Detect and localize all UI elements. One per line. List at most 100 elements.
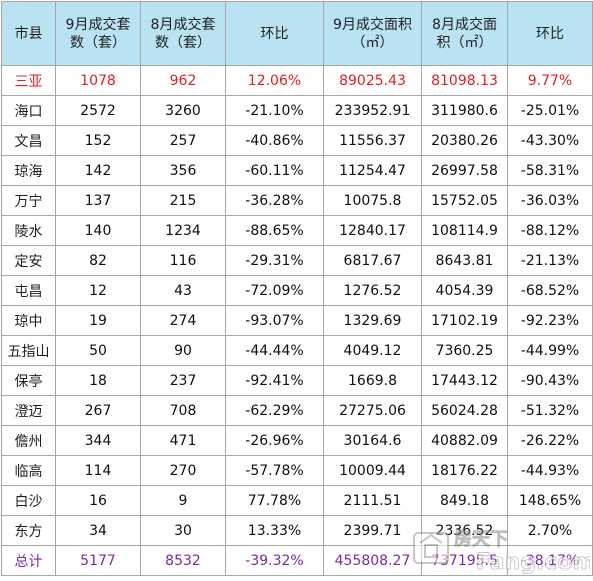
city-name-cell: 东方: [1, 515, 56, 546]
value-cell: 7360.25: [421, 335, 508, 366]
value-cell: 267: [55, 395, 141, 426]
header-line: 8月成交面: [432, 16, 497, 33]
value-cell: 455808.27: [323, 545, 422, 576]
value-cell: 43: [140, 275, 226, 306]
value-cell: 16: [55, 485, 141, 516]
table-body: 三亚 1078 962 12.06% 89025.43 81098.13 9.77% 海口 25…: [1, 65, 593, 576]
city-name-cell: 文昌: [1, 125, 56, 156]
value-cell: 215: [140, 185, 226, 216]
value-cell: 8532: [140, 545, 226, 576]
value-cell: -29.31%: [225, 245, 324, 276]
value-cell: -88.12%: [507, 215, 593, 246]
value-cell: 114: [55, 455, 141, 486]
table-row: 海口 2572 3260 -21.10% 233952.91 311980.6 -25.01…: [1, 95, 593, 126]
city-name-cell: 琼中: [1, 305, 56, 336]
value-cell: 849.18: [421, 485, 508, 516]
value-cell: 344: [55, 425, 141, 456]
value-cell: 11254.47: [323, 155, 422, 186]
value-cell: 1669.8: [323, 365, 422, 396]
value-cell: 50: [55, 335, 141, 366]
value-cell: 737195.5: [421, 545, 508, 576]
value-cell: 233952.91: [323, 95, 422, 126]
table-row: 琼海 142 356 -60.11% 11254.47 26997.58 -58.31%: [1, 155, 593, 186]
value-cell: 108114.9: [421, 215, 508, 246]
value-cell: 962: [140, 65, 226, 96]
value-cell: -39.32%: [225, 545, 324, 576]
city-name-cell: 白沙: [1, 485, 56, 516]
value-cell: 30164.6: [323, 425, 422, 456]
value-cell: 17102.19: [421, 305, 508, 336]
value-cell: -44.44%: [225, 335, 324, 366]
value-cell: -57.78%: [225, 455, 324, 486]
value-cell: 8643.81: [421, 245, 508, 276]
value-cell: 142: [55, 155, 141, 186]
value-cell: 82: [55, 245, 141, 276]
value-cell: 89025.43: [323, 65, 422, 96]
value-cell: 77.78%: [225, 485, 324, 516]
value-cell: 19: [55, 305, 141, 336]
table-row: 三亚 1078 962 12.06% 89025.43 81098.13 9.77%: [1, 65, 593, 96]
value-cell: 26997.58: [421, 155, 508, 186]
value-cell: 13.33%: [225, 515, 324, 546]
value-cell: 56024.28: [421, 395, 508, 426]
value-cell: 1234: [140, 215, 226, 246]
value-cell: 270: [140, 455, 226, 486]
value-cell: 2572: [55, 95, 141, 126]
value-cell: 2.70%: [507, 515, 593, 546]
value-cell: 148.65%: [507, 485, 593, 516]
header-line: 市县: [14, 25, 43, 42]
value-cell: -68.52%: [507, 275, 593, 306]
header-row: 市县 9月成交套 数（套） 8月成交套 数（套） 环比 9月成交面积 （㎡） 8月成交面 积（㎡）…: [1, 1, 593, 66]
value-cell: -60.11%: [225, 155, 324, 186]
value-cell: 11556.37: [323, 125, 422, 156]
value-cell: -21.10%: [225, 95, 324, 126]
value-cell: -44.99%: [507, 335, 593, 366]
table-row: 儋州 344 471 -26.96% 30164.6 40882.09 -26.22%: [1, 425, 593, 456]
value-cell: 311980.6: [421, 95, 508, 126]
header-cell: 环比: [507, 1, 593, 66]
header-cell: 8月成交套 数（套）: [140, 1, 226, 66]
value-cell: 2336.52: [421, 515, 508, 546]
value-cell: 140: [55, 215, 141, 246]
value-cell: -25.01%: [507, 95, 593, 126]
value-cell: -51.32%: [507, 395, 593, 426]
value-cell: 471: [140, 425, 226, 456]
value-cell: -38.17%: [507, 545, 593, 576]
city-name-cell: 屯昌: [1, 275, 56, 306]
value-cell: 40882.09: [421, 425, 508, 456]
value-cell: 30: [140, 515, 226, 546]
header-line: 环比: [536, 25, 564, 42]
header-cell: 环比: [225, 1, 324, 66]
value-cell: 6817.67: [323, 245, 422, 276]
value-cell: 81098.13: [421, 65, 508, 96]
value-cell: 274: [140, 305, 226, 336]
value-cell: 1276.52: [323, 275, 422, 306]
header-cell: 市县: [1, 1, 56, 66]
city-name-cell: 陵水: [1, 215, 56, 246]
value-cell: 18: [55, 365, 141, 396]
value-cell: 9: [140, 485, 226, 516]
city-name-cell: 澄迈: [1, 395, 56, 426]
value-cell: -21.13%: [507, 245, 593, 276]
value-cell: -43.30%: [507, 125, 593, 156]
value-cell: 708: [140, 395, 226, 426]
value-cell: -62.29%: [225, 395, 324, 426]
table-row: 东方 34 30 13.33% 2399.71 2336.52 2.70%: [1, 515, 593, 546]
value-cell: 10009.44: [323, 455, 422, 486]
header-cell: 8月成交面 积（㎡）: [421, 1, 508, 66]
value-cell: 3260: [140, 95, 226, 126]
header-line: 环比: [260, 25, 289, 42]
city-name-cell: 总计: [1, 545, 56, 576]
table-row: 白沙 16 9 77.78% 2111.51 849.18 148.65%: [1, 485, 593, 516]
value-cell: 90: [140, 335, 226, 366]
value-cell: -36.28%: [225, 185, 324, 216]
value-cell: 18176.22: [421, 455, 508, 486]
total-row: 总计 5177 8532 -39.32% 455808.27 737195.5 -38.17…: [1, 545, 593, 576]
value-cell: 152: [55, 125, 141, 156]
value-cell: 12: [55, 275, 141, 306]
value-cell: 9.77%: [507, 65, 593, 96]
value-cell: 1329.69: [323, 305, 422, 336]
table-row: 澄迈 267 708 -62.29% 27275.06 56024.28 -51.32%: [1, 395, 593, 426]
value-cell: 12.06%: [225, 65, 324, 96]
value-cell: 4049.12: [323, 335, 422, 366]
